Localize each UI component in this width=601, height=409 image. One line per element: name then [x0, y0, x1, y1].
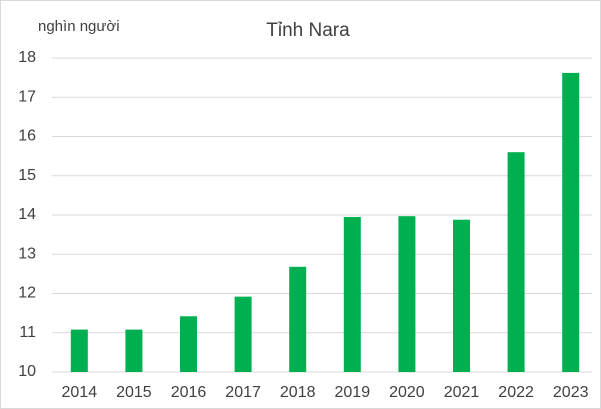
- y-axis-label: nghìn người: [38, 18, 120, 35]
- bar: [70, 329, 88, 372]
- bar: [234, 296, 252, 372]
- x-tick-label: 2019: [335, 384, 371, 401]
- bar: [562, 72, 580, 372]
- y-tick-label: 16: [18, 128, 36, 145]
- x-tick-label: 2016: [171, 384, 207, 401]
- bar: [453, 219, 470, 372]
- bar: [180, 316, 197, 372]
- x-tick-label: 2017: [225, 384, 261, 401]
- bar: [507, 152, 525, 372]
- y-tick-label: 17: [18, 88, 36, 105]
- bar: [343, 216, 361, 372]
- x-tick-label: 2022: [498, 384, 534, 401]
- y-tick-label: 12: [18, 285, 36, 302]
- y-tick-label: 10: [18, 363, 36, 380]
- bar: [398, 216, 416, 372]
- bar: [289, 266, 307, 372]
- x-tick-label: 2014: [62, 384, 98, 401]
- y-tick-label: 18: [18, 49, 36, 66]
- y-tick-label: 15: [18, 167, 36, 184]
- y-tick-label: 14: [18, 206, 36, 223]
- x-tick-label: 2021: [444, 384, 480, 401]
- x-tick-label: 2020: [389, 384, 425, 401]
- x-tick-label: 2015: [116, 384, 152, 401]
- x-tick-label: 2018: [280, 384, 316, 401]
- chart-title: Tỉnh Nara: [266, 20, 350, 41]
- x-tick-label: 2023: [553, 384, 589, 401]
- bar: [125, 329, 143, 372]
- y-tick-label: 13: [18, 245, 36, 262]
- y-tick-label: 11: [19, 324, 36, 341]
